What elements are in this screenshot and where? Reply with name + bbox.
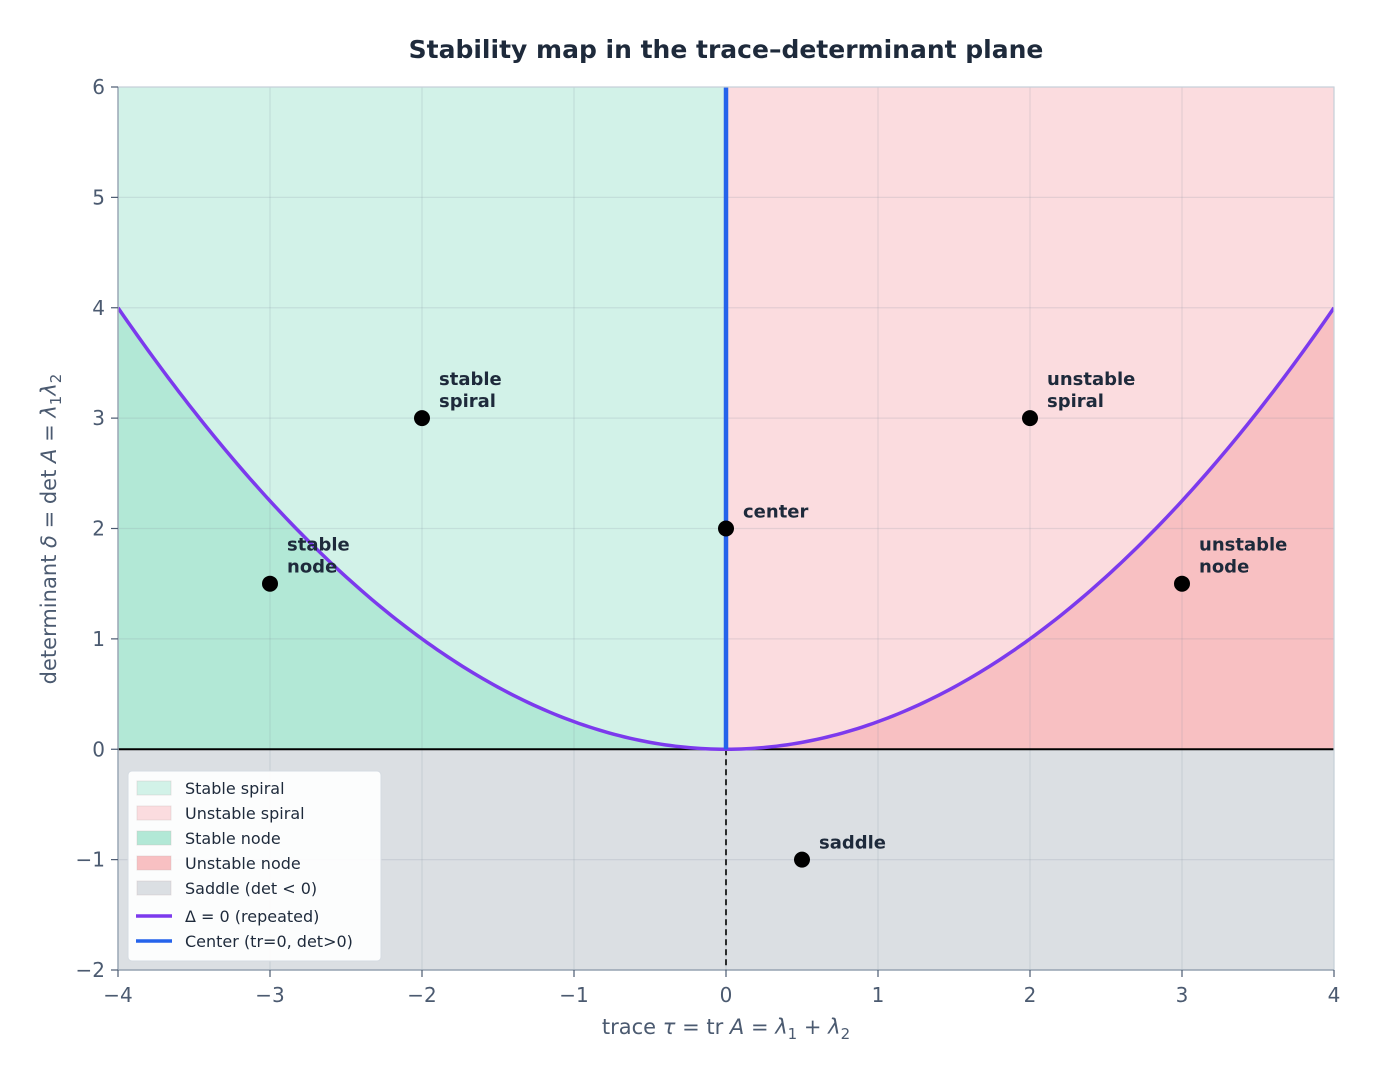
curves xyxy=(118,87,1334,970)
y-tick-label: −1 xyxy=(76,848,105,872)
axis-label-part: = xyxy=(744,1015,775,1039)
axis-label-part: 2 xyxy=(47,374,65,384)
axis-label-part: 1 xyxy=(47,396,65,406)
annotation-stable-spiral: spiral xyxy=(439,391,496,412)
annotation-unstable-node: unstable xyxy=(1199,535,1287,556)
region-unstable-node xyxy=(726,307,1334,750)
x-tick-label: −3 xyxy=(255,983,284,1007)
legend-entry-6-label: Center (tr=0, det>0) xyxy=(185,932,353,951)
x-tick-label: 1 xyxy=(872,983,885,1007)
legend-entry-1-swatch xyxy=(136,805,172,821)
x-tick-label: −1 xyxy=(559,983,588,1007)
legend-entry-2-swatch xyxy=(136,830,172,846)
point-stable-spiral xyxy=(414,410,430,427)
y-tick-label: 6 xyxy=(92,75,105,99)
region-stable-node xyxy=(118,307,726,750)
axis-label-part: λ xyxy=(37,405,61,418)
legend-entry-2-label: Stable node xyxy=(185,829,281,848)
y-tick-label: 4 xyxy=(92,296,105,320)
legend-entry-4-label: Saddle (det < 0) xyxy=(185,879,317,898)
legend: Stable spiral Unstable spiral Stable node U… xyxy=(127,770,382,962)
annotation-stable-node: stable xyxy=(287,535,350,556)
axis-label-part: + xyxy=(797,1015,828,1039)
y-axis-label: determinant δ = det A = λ1λ2 xyxy=(37,374,65,685)
chart-title: Stability map in the trace–determinant p… xyxy=(409,35,1044,64)
legend-entry-4-swatch xyxy=(136,880,172,896)
point-center xyxy=(718,520,734,537)
annotation-saddle: saddle xyxy=(819,833,886,854)
y-tick-label: −2 xyxy=(76,958,105,982)
legend-entry-0-swatch xyxy=(136,780,172,796)
x-tick-label: 2 xyxy=(1024,983,1037,1007)
annotation-stable-node: node xyxy=(287,557,337,578)
legend-entry-3-swatch xyxy=(136,855,172,871)
axis-label-part: λ xyxy=(37,383,61,396)
y-tick-label: 5 xyxy=(92,185,105,209)
axis-label-part: 2 xyxy=(841,1025,851,1043)
legend-entry-1-label: Unstable spiral xyxy=(185,804,305,823)
points: stablespiralstablenodecenterunstablespir… xyxy=(262,369,1287,868)
annotation-unstable-spiral: unstable xyxy=(1047,369,1135,390)
y-tick-label: 2 xyxy=(92,517,105,541)
y-tick-label: 1 xyxy=(92,627,105,651)
axis-label-part: A xyxy=(37,449,61,465)
y-tick-label: 3 xyxy=(92,406,105,430)
annotation-center: center xyxy=(743,502,809,523)
annotation-unstable-spiral: spiral xyxy=(1047,391,1104,412)
axis-label-part: trace xyxy=(602,1015,663,1039)
point-stable-node xyxy=(262,575,278,592)
axis-label-part: τ xyxy=(663,1015,676,1039)
annotation-stable-spiral: stable xyxy=(439,369,502,390)
x-tick-label: −2 xyxy=(407,983,436,1007)
x-tick-label: 0 xyxy=(720,983,733,1007)
axis-label-part: λ xyxy=(774,1015,787,1039)
annotation-unstable-node: node xyxy=(1199,557,1249,578)
axis-label-part: 1 xyxy=(788,1025,798,1043)
x-tick-label: 3 xyxy=(1176,983,1189,1007)
x-tick-label: −4 xyxy=(103,983,132,1007)
axis-label-part: = det xyxy=(37,463,61,535)
legend-entry-3-label: Unstable node xyxy=(185,854,301,873)
legend-box xyxy=(127,770,382,962)
axis-label-part: = tr xyxy=(675,1015,730,1039)
axis-label-part: = xyxy=(37,418,61,449)
x-axis-label: trace τ = tr A = λ1 + λ2 xyxy=(602,1015,850,1043)
point-unstable-spiral xyxy=(1022,410,1038,427)
legend-entry-0-label: Stable spiral xyxy=(185,779,285,798)
legend-entry-5-label: Δ = 0 (repeated) xyxy=(185,907,319,926)
axis-label-part: determinant xyxy=(37,548,61,684)
axis-label-part: λ xyxy=(827,1015,840,1039)
ticks: −4 −3 −2 −1 0 1 2 3 4 −2 −1 0 1 2 3 4 5 6 xyxy=(76,75,1341,1007)
axis-label-part: δ xyxy=(37,535,61,548)
point-saddle xyxy=(794,851,810,868)
y-tick-label: 0 xyxy=(92,737,105,761)
point-unstable-node xyxy=(1174,575,1190,592)
x-tick-label: 4 xyxy=(1328,983,1341,1007)
axis-label-part: A xyxy=(728,1015,744,1039)
